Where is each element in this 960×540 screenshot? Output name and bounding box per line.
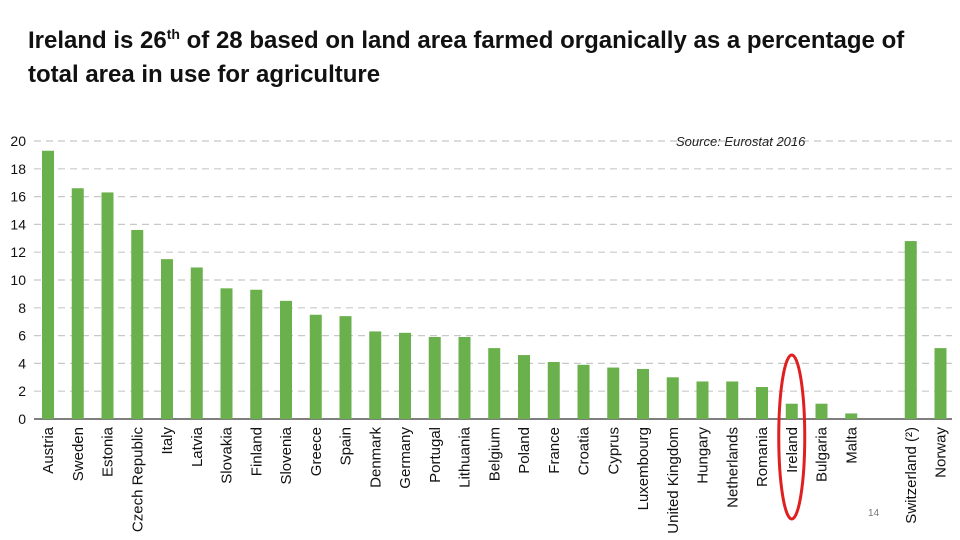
- y-tick-label: 8: [18, 300, 26, 316]
- bar: [607, 367, 620, 419]
- bar: [637, 368, 649, 419]
- y-tick-label: 0: [18, 411, 26, 427]
- bar: [280, 300, 292, 419]
- x-tick-label: Sweden: [70, 427, 87, 481]
- x-tick-label: Romania: [754, 426, 771, 487]
- x-tick-label: Estonia: [100, 426, 117, 477]
- y-tick-label: 4: [18, 355, 26, 371]
- bar: [190, 267, 203, 419]
- title-part2: of 28 based on land area farmed organica…: [28, 27, 905, 88]
- bar: [458, 336, 471, 419]
- x-tick-label: Hungary: [695, 427, 712, 484]
- bar: [696, 381, 709, 419]
- y-tick-label: 10: [10, 272, 26, 288]
- page-number: 14: [868, 508, 880, 519]
- title-part1: Ireland is 26: [28, 27, 167, 54]
- bar: [161, 259, 173, 419]
- bar: [369, 331, 382, 419]
- x-tick-label: Czech Republic: [129, 427, 146, 533]
- y-tick-label: 16: [10, 189, 26, 205]
- x-tick-label: Croatia: [576, 426, 593, 475]
- x-tick-label: Malta: [843, 426, 860, 463]
- bar: [220, 288, 233, 419]
- y-tick-label: 14: [10, 216, 26, 232]
- slide-title: Ireland is 26th of 28 based on land area…: [28, 24, 928, 92]
- x-tick-label: Belgium: [486, 427, 503, 481]
- bar: [250, 289, 263, 419]
- bar: [904, 241, 917, 419]
- x-tick-label: Germany: [397, 427, 414, 489]
- bar: [131, 229, 144, 419]
- x-tick-label: France: [546, 427, 563, 474]
- x-tick-label: Austria: [40, 426, 57, 473]
- y-tick-label: 18: [10, 161, 26, 177]
- x-tick-label: Spain: [338, 427, 355, 465]
- title-superscript: th: [166, 26, 180, 42]
- x-tick-label: Switzerland (²): [903, 427, 920, 524]
- x-tick-label: Ireland: [784, 427, 801, 473]
- y-tick-label: 2: [18, 383, 26, 399]
- source-note: Source: Eurostat 2016: [676, 134, 806, 149]
- x-tick-label: Lithuania: [457, 426, 474, 488]
- bar: [42, 150, 54, 420]
- bar: [815, 403, 828, 419]
- x-tick-label: Netherlands: [724, 427, 741, 508]
- bar: [934, 348, 947, 419]
- x-tick-label: Latvia: [189, 426, 206, 467]
- highlight-ellipse: [777, 353, 807, 521]
- bar: [577, 364, 590, 419]
- y-tick-label: 6: [18, 328, 26, 344]
- x-tick-label: Portugal: [427, 427, 444, 483]
- x-tick-label: United Kingdom: [665, 427, 682, 534]
- y-tick-label: 20: [10, 133, 26, 149]
- bar: [339, 316, 352, 419]
- bar: [756, 387, 768, 419]
- bar: [518, 355, 530, 419]
- bar: [488, 348, 501, 419]
- bar: [785, 403, 798, 419]
- bar: [845, 413, 858, 419]
- x-tick-label: Denmark: [367, 427, 384, 488]
- bar: [428, 336, 441, 419]
- bar: [547, 362, 560, 419]
- x-tick-label: Bulgaria: [814, 426, 831, 482]
- x-tick-label: Italy: [159, 427, 176, 455]
- x-tick-label: Poland: [516, 427, 533, 474]
- x-tick-label: Finland: [248, 427, 265, 476]
- bar: [309, 314, 322, 419]
- bar: [101, 192, 114, 419]
- x-tick-label: Norway: [933, 427, 950, 478]
- x-tick-label: Slovakia: [219, 426, 236, 483]
- x-tick-label: Luxembourg: [635, 427, 652, 510]
- x-tick-label: Cyprus: [605, 427, 622, 475]
- y-tick-label: 12: [10, 244, 26, 260]
- bar: [399, 332, 411, 419]
- bar: [71, 188, 84, 419]
- bar: [666, 377, 679, 419]
- x-tick-label: Greece: [308, 427, 325, 476]
- bar: [726, 381, 739, 419]
- x-tick-label: Slovenia: [278, 426, 295, 484]
